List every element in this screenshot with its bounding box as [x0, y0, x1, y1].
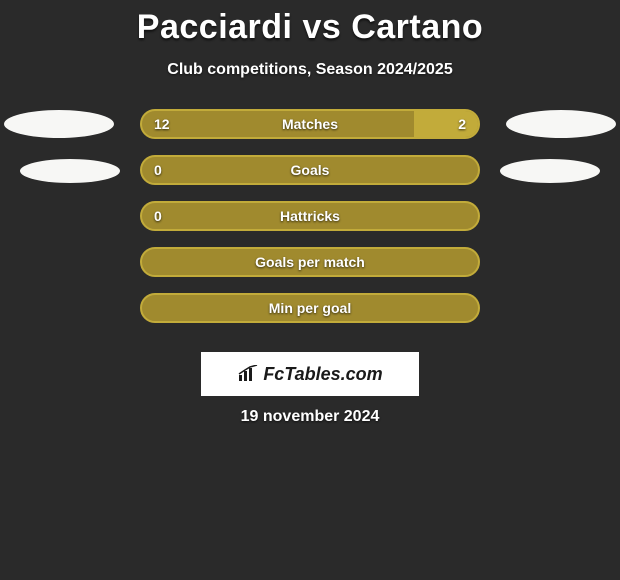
row-hattricks: 0 Hattricks — [0, 201, 620, 247]
stat-bar-matches: 12 Matches 2 — [140, 109, 480, 139]
page-title: Pacciardi vs Cartano — [0, 0, 620, 47]
stat-value-right: 2 — [458, 111, 466, 137]
stat-bar-hattricks: 0 Hattricks — [140, 201, 480, 231]
row-matches: 12 Matches 2 — [0, 109, 620, 155]
stat-label: Hattricks — [142, 203, 478, 229]
widget-container: Pacciardi vs Cartano Club competitions, … — [0, 0, 620, 580]
stat-label: Goals per match — [142, 249, 478, 275]
fctables-logo[interactable]: FcTables.com — [201, 352, 419, 396]
stat-label: Min per goal — [142, 295, 478, 321]
stat-bar-gpm: Goals per match — [140, 247, 480, 277]
stat-bar-mpg: Min per goal — [140, 293, 480, 323]
subtitle: Club competitions, Season 2024/2025 — [0, 61, 620, 79]
right-player-ellipse-icon — [506, 110, 616, 138]
row-gpm: Goals per match — [0, 247, 620, 293]
date-text: 19 november 2024 — [0, 408, 620, 426]
logo-text: FcTables.com — [237, 364, 382, 385]
stat-bar-goals: 0 Goals — [140, 155, 480, 185]
row-goals: 0 Goals — [0, 155, 620, 201]
row-mpg: Min per goal — [0, 293, 620, 339]
stat-label: Matches — [142, 111, 478, 137]
stat-rows: 12 Matches 2 0 Goals 0 Hattricks Goals — [0, 109, 620, 339]
left-player-ellipse-icon — [4, 110, 114, 138]
left-player-ellipse-icon — [20, 159, 120, 183]
logo-label: FcTables.com — [263, 364, 382, 385]
right-player-ellipse-icon — [500, 159, 600, 183]
stat-label: Goals — [142, 157, 478, 183]
chart-icon — [237, 365, 259, 383]
